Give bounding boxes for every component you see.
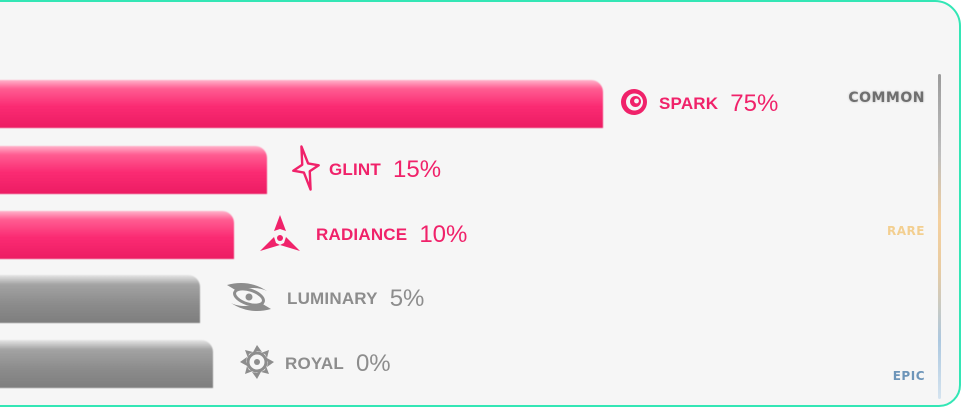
spiral-icon bbox=[619, 87, 649, 122]
row-name: ROYAL bbox=[285, 354, 344, 373]
tier-label-common: COMMON bbox=[848, 90, 925, 106]
tri-blade-icon bbox=[258, 213, 302, 258]
row-label-royal: ROYAL 0% bbox=[237, 340, 391, 388]
row-name: RADIANCE bbox=[316, 225, 408, 244]
rarity-row-luminary: LUMINARY 5% bbox=[0, 275, 882, 327]
cog-swirl-icon bbox=[237, 342, 277, 387]
progress-bar-royal bbox=[0, 340, 213, 388]
rarity-row-royal: ROYAL 0% bbox=[0, 340, 882, 392]
row-name: GLINT bbox=[329, 160, 381, 179]
rarity-row-glint: GLINT 15% bbox=[0, 144, 882, 198]
progress-bar-glint bbox=[0, 146, 267, 194]
row-label-glint: GLINT 15% bbox=[291, 144, 442, 197]
row-percent: 15% bbox=[393, 156, 442, 183]
tier-label-rare: RARE bbox=[887, 224, 925, 238]
row-label-luminary: LUMINARY 5% bbox=[223, 275, 424, 323]
galaxy-swirl-icon bbox=[223, 279, 275, 320]
tier-label-epic: EPIC bbox=[892, 369, 925, 383]
row-percent: 5% bbox=[389, 285, 425, 312]
row-label-spark: SPARK 75% bbox=[619, 80, 778, 128]
rarity-row-radiance: RADIANCE 10% bbox=[0, 211, 882, 263]
row-name: LUMINARY bbox=[287, 289, 378, 308]
row-label-radiance: RADIANCE 10% bbox=[258, 211, 467, 259]
row-name: SPARK bbox=[659, 94, 719, 113]
row-percent: 75% bbox=[730, 90, 779, 117]
row-percent: 0% bbox=[355, 350, 391, 377]
four-point-star-icon bbox=[291, 144, 321, 197]
tier-rail bbox=[938, 74, 941, 399]
progress-bar-radiance bbox=[0, 211, 234, 259]
row-percent: 10% bbox=[419, 221, 468, 248]
rarity-row-spark: SPARK 75% bbox=[0, 80, 882, 132]
progress-bar-spark bbox=[0, 80, 603, 128]
progress-bar-luminary bbox=[0, 275, 200, 323]
